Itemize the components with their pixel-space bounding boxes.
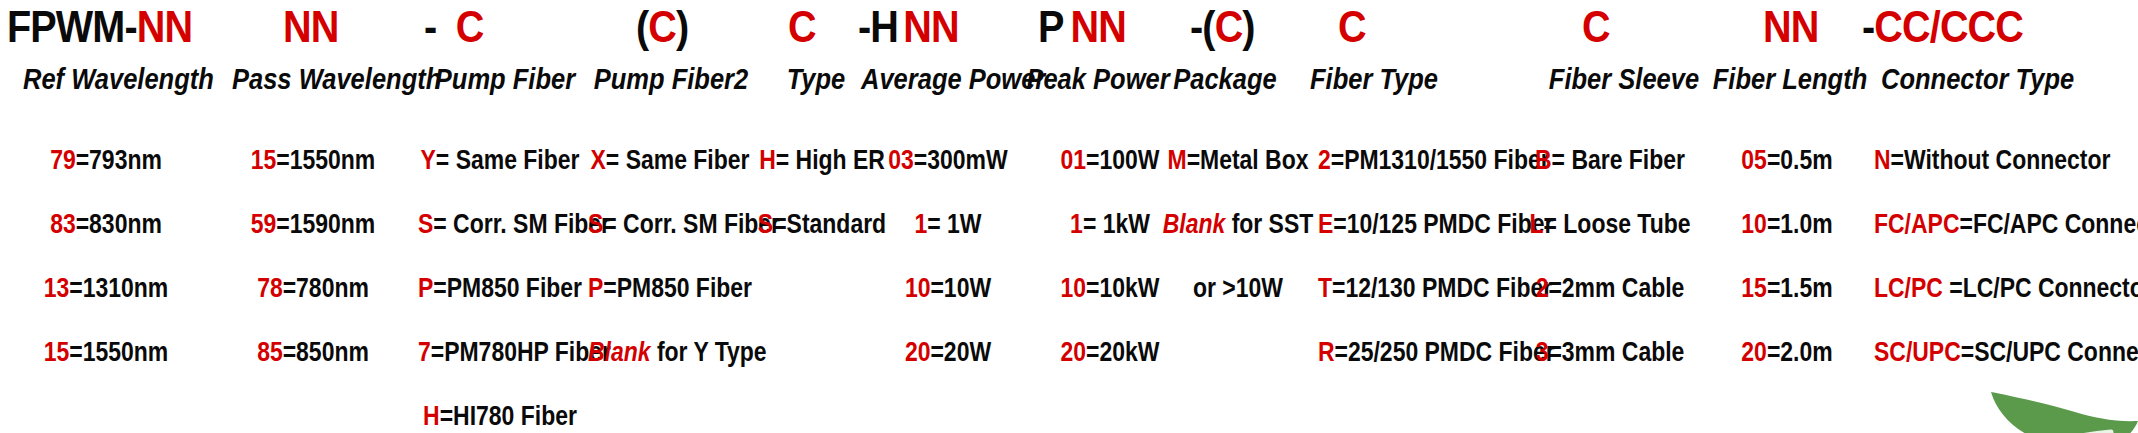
- code-entry: 1= 1W: [866, 208, 1030, 240]
- code-segment-package: -(C): [1190, 4, 1255, 49]
- code-entry: B= Bare Fiber: [1528, 144, 1692, 176]
- column-fiber-sleeve: B= Bare Fiber L= Loose Tube 2=2mm Cable …: [1510, 144, 1710, 433]
- code-entry: 15=1.5m: [1705, 272, 1869, 304]
- code-entry: 15=1550nm: [231, 144, 395, 176]
- code-entry: 78=780nm: [231, 272, 395, 304]
- code-segment-connector-type: -CC/CCC: [1862, 4, 2023, 49]
- code-entry: N=Without Connector: [1874, 144, 2087, 176]
- part-number-diagram: FPWM-NN NN -C (C) C -HNN PNN -(C) C C NN…: [0, 0, 2138, 433]
- code-entry: 20=2.0m: [1705, 336, 1869, 368]
- code-segment-fiber-sleeve: C: [1582, 4, 1610, 49]
- code-entry: 2=PM1310/1550 Fiber: [1318, 144, 1527, 176]
- column-header-connector-type: Connector Type: [1881, 62, 2051, 95]
- code-entry: E=10/125 PMDC Fiber: [1318, 208, 1527, 240]
- code-entry: Y= Same Fiber: [418, 144, 582, 176]
- code-entry: 05=0.5m: [1705, 144, 1869, 176]
- code-entry: 03=300mW: [866, 144, 1030, 176]
- code-entry: R=25/250 PMDC Fiber: [1318, 336, 1527, 368]
- code-entry: 2=2mm Cable: [1528, 272, 1692, 304]
- code-entry: S= Corr. SM Fiber: [418, 208, 582, 240]
- column-ref-wavelength: 79=793nm 83=830nm 13=1310nm 15=1550nm: [6, 144, 206, 433]
- code-entry: 85=850nm: [231, 336, 395, 368]
- column-header-package: Package: [1140, 62, 1310, 95]
- column-header-fiber-type: Fiber Type: [1289, 62, 1459, 95]
- code-segment-fiber-length: NN: [1763, 4, 1818, 49]
- code-segment-pass-wavelength: NN: [283, 4, 338, 49]
- code-segment-pump-fiber2: (C): [636, 4, 688, 49]
- column-pass-wavelength: 15=1550nm 59=1590nm 78=780nm 85=850nm: [213, 144, 413, 433]
- code-segment-type: C: [788, 4, 816, 49]
- code-segment-fiber-type: C: [1338, 4, 1366, 49]
- code-segment-pump-fiber: -C: [424, 4, 483, 49]
- code-segment-average-power: -HNN: [858, 4, 959, 49]
- code-entry: 10=1.0m: [1705, 208, 1869, 240]
- leaf-icon: [1983, 388, 2138, 433]
- code-entry: 3=3mm Cable: [1528, 336, 1692, 368]
- code-entry: 13=1310nm: [24, 272, 188, 304]
- code-entry: FC/APC=FC/APC Connector: [1874, 208, 2087, 240]
- code-entry: 10=10W: [866, 272, 1030, 304]
- code-entry: 7=PM780HP Fiber: [418, 336, 582, 368]
- column-header-pass-wavelength: Pass Wavelength: [232, 62, 402, 95]
- code-segment-base: FPWM-NN: [7, 4, 192, 49]
- code-entry: 83=830nm: [24, 208, 188, 240]
- column-header-fiber-sleeve: Fiber Sleeve: [1539, 62, 1709, 95]
- code-entry: H=HI780 Fiber: [418, 400, 582, 432]
- column-header-ref-wavelength: Ref Wavelength: [23, 62, 193, 95]
- code-segment-peak-power: PNN: [1038, 4, 1126, 49]
- code-entry: P=PM850 Fiber: [418, 272, 582, 304]
- column-header-fiber-length: Fiber Length: [1705, 62, 1875, 95]
- column-header-average-power: Average Power: [861, 62, 1031, 95]
- code-entry: LC/PC =LC/PC Connector: [1874, 272, 2087, 304]
- column-header-pump-fiber: Pump Fiber: [420, 62, 590, 95]
- column-fiber-length: 05=0.5m 10=1.0m 15=1.5m 20=2.0m: [1687, 144, 1887, 433]
- code-entry: 79=793nm: [24, 144, 188, 176]
- code-entry: 59=1590nm: [231, 208, 395, 240]
- code-entry: 20=20W: [866, 336, 1030, 368]
- code-entry: 15=1550nm: [24, 336, 188, 368]
- code-entry: L= Loose Tube: [1528, 208, 1692, 240]
- code-entry: SC/UPC=SC/UPC Connector: [1874, 336, 2087, 368]
- code-entry: T=12/130 PMDC Fiber: [1318, 272, 1527, 304]
